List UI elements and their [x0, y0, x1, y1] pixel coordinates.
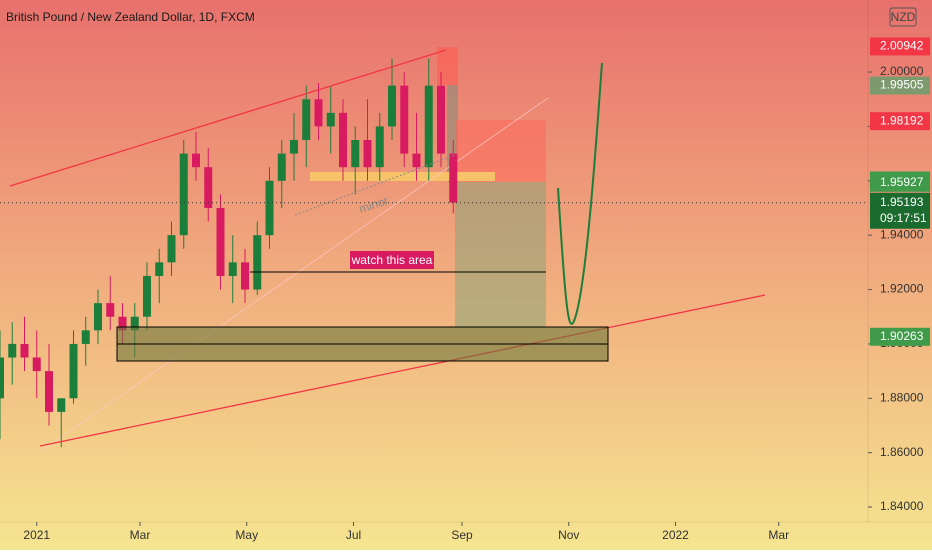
candle-body — [437, 85, 445, 154]
price-label: 1.95193 — [880, 195, 924, 209]
candle-body — [424, 85, 433, 168]
y-tick-label: 2.00000 — [880, 64, 924, 78]
position-zone — [447, 85, 458, 182]
candle-body — [45, 371, 53, 412]
x-tick-label: Mar — [768, 528, 789, 542]
price-label-box — [870, 192, 930, 229]
candle-body — [277, 153, 286, 181]
candles — [0, 58, 458, 448]
price-label-box — [870, 37, 930, 56]
trend-line — [39, 97, 549, 453]
currency: NZD — [891, 10, 916, 24]
candle-body — [375, 126, 384, 168]
channel-line — [9, 49, 447, 187]
position-stop — [437, 47, 458, 85]
y-tick-label: 1.86000 — [880, 445, 924, 459]
candle-body — [302, 99, 311, 141]
candle-body — [8, 343, 17, 358]
candle-body — [241, 262, 249, 290]
candle-body — [57, 398, 66, 412]
candle-body — [216, 207, 225, 276]
drawings — [39, 47, 549, 453]
candle-body — [339, 112, 347, 168]
chart-title: British Pound / New Zealand Dollar, 1D, … — [6, 10, 255, 24]
price-label: 1.95927 — [880, 175, 924, 189]
support-band — [310, 172, 495, 181]
x-tick-label: Jul — [346, 528, 361, 542]
candle-body — [118, 316, 127, 331]
y-tick-label: 1.94000 — [880, 227, 924, 241]
candle-body — [253, 235, 262, 290]
price-label-box — [870, 112, 930, 131]
candle-body — [20, 343, 29, 358]
price-label: 1.98192 — [880, 113, 924, 127]
candle-body — [449, 153, 458, 203]
candle-body — [167, 235, 176, 263]
candle-body — [69, 343, 78, 399]
x-tick-label: 2021 — [23, 528, 50, 542]
projection-curve — [557, 62, 603, 325]
minor-line — [294, 154, 456, 216]
y-tick-label: 1.92000 — [880, 282, 924, 296]
position-target — [455, 182, 546, 328]
candle-body — [400, 85, 409, 154]
candle-body — [32, 357, 41, 372]
price-label: 2.00942 — [880, 39, 924, 53]
candle-body — [228, 262, 237, 276]
annotation: watch this area — [351, 253, 433, 267]
candle-body — [326, 112, 335, 127]
x-tick-label: Mar — [130, 528, 151, 542]
y-tick-label: 1.88000 — [880, 390, 924, 404]
drawings: minor watch this area — [9, 49, 766, 447]
candle-body — [179, 153, 188, 236]
candle-body — [363, 140, 372, 168]
candle-body — [94, 303, 102, 331]
countdown: 09:17:51 — [880, 211, 927, 225]
position-stop — [455, 120, 546, 182]
currency-badge — [889, 7, 917, 27]
price-label-box — [870, 76, 930, 95]
candle-body — [81, 330, 90, 344]
candle-body — [265, 180, 274, 236]
y-tick-label: 1.84000 — [880, 499, 924, 513]
candle-body — [412, 153, 421, 168]
candle-body — [155, 262, 164, 276]
x-tick-label: 2022 — [662, 528, 689, 542]
price-label: 1.90263 — [880, 329, 924, 343]
price-label-box — [870, 327, 930, 346]
candle-body — [143, 275, 151, 317]
candle-body — [130, 316, 139, 331]
price-label-box — [870, 173, 930, 192]
candle-body — [351, 140, 360, 168]
candle-body — [106, 303, 115, 317]
candle-body — [204, 167, 213, 208]
candle-body — [0, 357, 4, 399]
candle-body — [192, 153, 200, 168]
price-label: 1.99505 — [880, 78, 924, 92]
candle-body — [388, 85, 396, 127]
channel-line — [39, 294, 766, 447]
candle-body — [314, 99, 323, 127]
annotation-box — [350, 251, 434, 269]
x-tick-label: Sep — [451, 528, 473, 542]
x-tick-label: Nov — [558, 528, 579, 542]
candle-body — [290, 140, 298, 154]
x-tick-label: May — [235, 528, 258, 542]
